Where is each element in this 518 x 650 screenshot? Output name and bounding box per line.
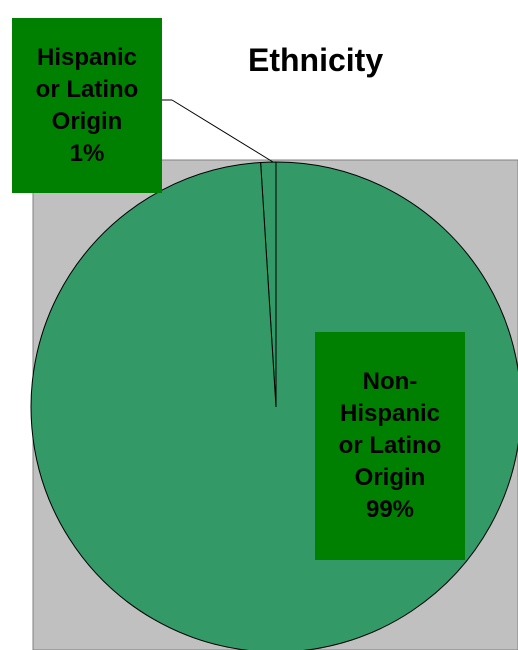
label-percent: 1% <box>69 139 105 167</box>
label-line: Origin <box>51 107 123 135</box>
data-label-hispanic: Hispanic or Latino Origin 1% <box>12 18 162 193</box>
label-line: Origin <box>354 464 426 491</box>
leader-line-diagonal <box>171 99 274 163</box>
data-label-non-hispanic: Non- Hispanic or Latino Origin 99% <box>315 332 465 560</box>
label-line: Hispanic <box>339 400 441 427</box>
chart-title: Ethnicity <box>248 42 384 78</box>
label-percent: 99% <box>365 496 415 523</box>
label-line: or Latino <box>338 432 442 459</box>
label-line: or Latino <box>35 75 139 103</box>
label-line: Non- <box>362 368 418 395</box>
label-line: Hispanic <box>36 43 138 71</box>
